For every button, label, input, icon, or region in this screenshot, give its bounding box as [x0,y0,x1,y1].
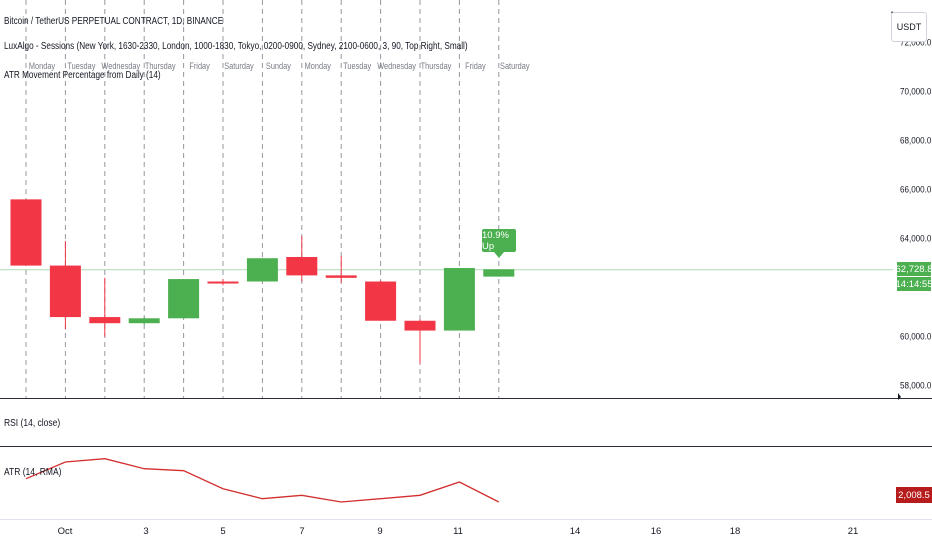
day-label: Thursday [145,61,177,71]
day-label: Friday [189,61,210,71]
time-axis-label: 16 [651,526,662,537]
candle-body[interactable] [89,317,121,324]
atr-line [25,458,500,503]
cursor-arrow-icon [898,393,901,400]
candle-body[interactable] [49,265,81,318]
atr-pane-label[interactable]: ATR (14, RMA) [4,467,62,478]
candle-body[interactable] [207,281,239,284]
time-axis-label: Oct [58,526,73,537]
candle-body[interactable] [246,258,278,282]
price-axis-label: 66,000.0 [900,184,931,195]
legend-symbol[interactable]: Bitcoin / TetherUS PERPETUAL CONTRACT, 1… [4,16,224,27]
day-label: Thursday [421,61,453,71]
candle-body[interactable] [10,199,42,266]
time-axis-label: 7 [299,526,304,537]
price-axis-label: 68,000.0 [900,135,931,146]
day-label: Saturday [500,61,530,71]
candle-body[interactable] [404,320,436,331]
time-axis-label: 11 [453,526,463,537]
time-axis-label: 9 [377,526,382,537]
time-axis[interactable]: Oct 3 5 7 9 11 14 16 18 21 [58,526,859,537]
time-axis-label: 3 [143,526,148,537]
time-axis-label: 14 [570,526,581,537]
candle-body[interactable] [128,318,160,324]
bar-countdown-badge: 14:14:55 [895,277,932,291]
time-axis-label: 5 [220,526,225,537]
price-axis-label: 60,000.0 [900,331,931,342]
price-axis-label: 70,000.0 [900,86,931,97]
candlestick-series[interactable] [10,199,515,364]
day-label: Saturday [224,61,254,71]
price-axis[interactable]: 72,000.0 70,000.0 68,000.0 66,000.0 64,000.0… [900,37,931,391]
atr-movement-label-pointer [494,252,504,258]
day-separator-lines [25,0,500,398]
price-axis-label: 64,000.0 [900,233,931,244]
candle-body[interactable] [483,269,515,277]
day-label: Tuesday [343,61,372,71]
day-label: Sunday [266,61,292,71]
candle-body[interactable] [325,275,357,278]
candle-body[interactable] [286,256,318,276]
atr-movement-label: 10.9% Up [482,229,516,252]
candle-body[interactable] [168,279,200,319]
atr-value-badge: 2,008.5 [896,487,932,503]
day-labels: Monday Tuesday Wednesday Thursday Friday Satu… [29,61,530,71]
rsi-pane-label[interactable]: RSI (14, close) [4,418,61,429]
day-label: Wednesday [377,61,417,71]
price-axis-label: 72,000.0 [900,37,931,48]
price-axis-label: 58,000.0 [900,380,931,391]
day-label: Tuesday [67,61,96,71]
legend-atr-movement-indicator[interactable]: ATR Movement Percentage from Daily (14) [4,70,161,81]
day-label: Friday [465,61,486,71]
day-label: Monday [305,61,332,71]
legend-sessions-indicator[interactable]: LuxAlgo - Sessions (New York, 1630-2330,… [4,41,468,52]
day-label: Wednesday [101,61,141,71]
day-label: Monday [29,61,56,71]
time-axis-label: 18 [730,526,741,537]
time-axis-label: 21 [848,526,859,537]
candle-body[interactable] [443,268,475,331]
currency-selector[interactable]: USDT [891,12,927,42]
current-price-badge: 62,728.8 [895,262,932,276]
candle-body[interactable] [365,281,397,321]
